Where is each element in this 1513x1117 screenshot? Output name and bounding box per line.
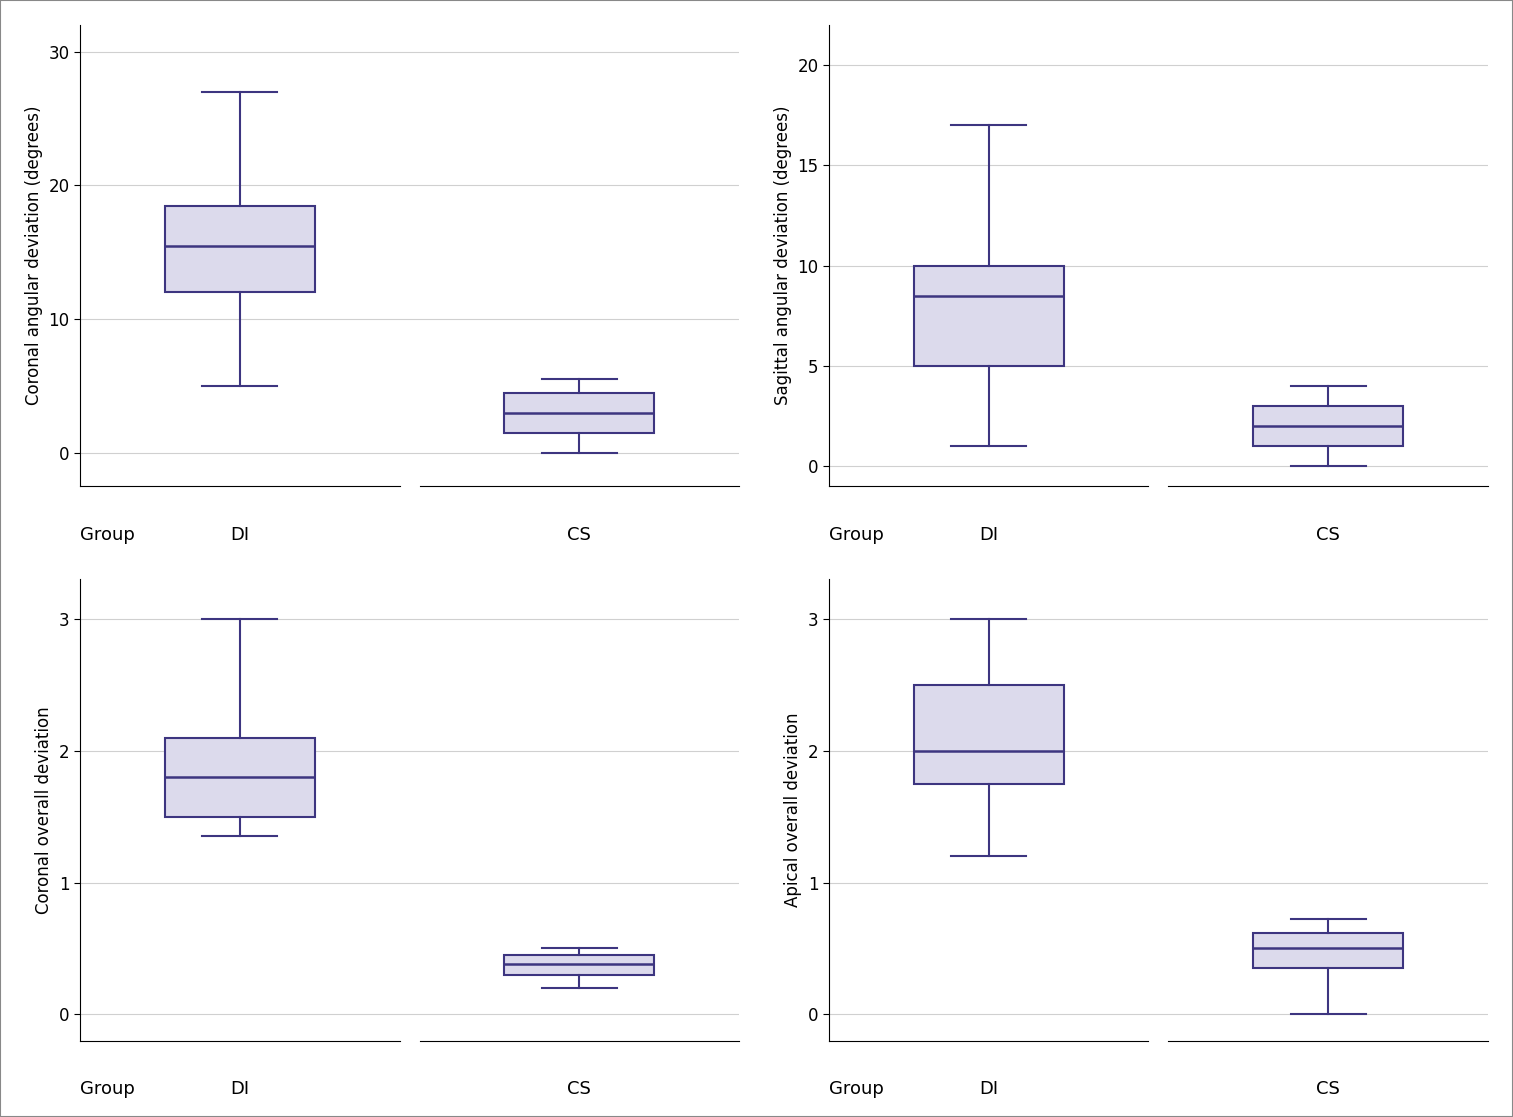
- Text: Group: Group: [829, 1080, 884, 1098]
- PathPatch shape: [165, 737, 315, 817]
- Text: CS: CS: [1316, 1080, 1341, 1098]
- Text: Group: Group: [80, 1080, 135, 1098]
- PathPatch shape: [165, 206, 315, 293]
- Text: CS: CS: [1316, 526, 1341, 544]
- Text: CS: CS: [567, 526, 592, 544]
- Text: DI: DI: [230, 526, 250, 544]
- PathPatch shape: [1253, 933, 1403, 968]
- PathPatch shape: [504, 393, 654, 433]
- Y-axis label: Sagittal angular deviation (degrees): Sagittal angular deviation (degrees): [773, 106, 791, 405]
- Text: Group: Group: [829, 526, 884, 544]
- Text: DI: DI: [979, 526, 999, 544]
- Text: DI: DI: [230, 1080, 250, 1098]
- PathPatch shape: [1253, 407, 1403, 447]
- PathPatch shape: [914, 685, 1064, 784]
- Y-axis label: Apical overall deviation: Apical overall deviation: [784, 713, 802, 907]
- PathPatch shape: [504, 955, 654, 975]
- Text: Group: Group: [80, 526, 135, 544]
- PathPatch shape: [914, 266, 1064, 366]
- Text: CS: CS: [567, 1080, 592, 1098]
- Y-axis label: Coronal overall deviation: Coronal overall deviation: [35, 706, 53, 914]
- Text: DI: DI: [979, 1080, 999, 1098]
- Y-axis label: Coronal angular deviation (degrees): Coronal angular deviation (degrees): [26, 106, 42, 405]
